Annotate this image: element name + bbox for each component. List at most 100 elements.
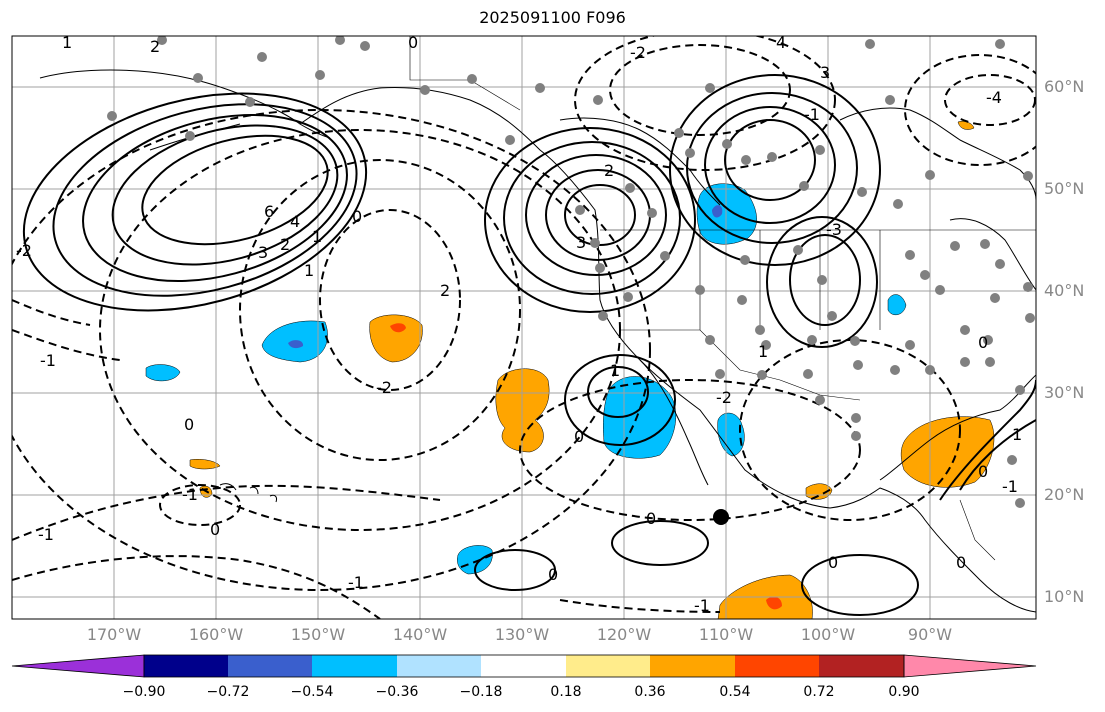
station-dot — [1007, 455, 1017, 465]
lon-label: 100°W — [800, 625, 856, 644]
contours-solid — [22, 74, 1036, 616]
lat-label: 60°N — [1044, 77, 1085, 96]
station-dot — [761, 340, 771, 350]
station-dot — [107, 111, 117, 121]
contours-dashed — [12, 36, 1036, 619]
contour-label: 1 — [610, 361, 620, 380]
contour-label: 1 — [1012, 425, 1022, 444]
station-dot — [793, 245, 803, 255]
positive-anomaly-blob — [369, 314, 423, 363]
station-dot — [925, 365, 935, 375]
lon-label: 130°W — [494, 625, 550, 644]
contour-label: -1 — [694, 596, 710, 615]
anomaly-shading — [145, 121, 995, 619]
station-dot — [598, 311, 608, 321]
colorbar-segment — [735, 655, 819, 677]
station-dot — [885, 95, 895, 105]
contour-label: -2 — [716, 388, 732, 407]
station-dot — [625, 183, 635, 193]
colorbar-tick-label: −0.36 — [375, 684, 419, 700]
station-dot — [920, 270, 930, 280]
contour-label: 3 — [820, 63, 830, 82]
station-markers — [107, 36, 1035, 508]
colorbar-segment — [312, 655, 397, 677]
station-dot — [335, 36, 345, 45]
negative-anomaly-blob — [457, 545, 493, 575]
colorbar-segment — [228, 655, 312, 677]
contour-label: 1 — [62, 33, 72, 52]
station-dot — [737, 295, 747, 305]
contour-label: 4 — [290, 212, 300, 231]
station-dot — [905, 250, 915, 260]
station-dot — [575, 205, 585, 215]
contour-label: -1 — [40, 351, 56, 370]
station-dot — [865, 39, 875, 49]
colorbar-segment — [566, 655, 650, 677]
station-dot — [647, 208, 657, 218]
contour-label: 6 — [264, 202, 274, 221]
colorbar — [11, 654, 1037, 678]
lon-label: 160°W — [188, 625, 244, 644]
station-dot — [815, 395, 825, 405]
colorbar-tick-label: 0.18 — [550, 684, 582, 700]
contour-label: 0 — [210, 520, 220, 539]
contour-label: 0 — [548, 565, 558, 584]
station-dot — [257, 52, 267, 62]
colorbar-tick-label: 0.72 — [803, 684, 835, 700]
lon-label: 110°W — [698, 625, 754, 644]
station-dot — [715, 369, 725, 379]
station-dot — [960, 325, 970, 335]
contour-label: -1 — [38, 525, 54, 544]
contour-label: -2 — [630, 43, 646, 62]
contour-label: 0 — [978, 333, 988, 352]
station-dot — [623, 292, 633, 302]
positive-anomaly-blob — [900, 416, 995, 488]
negative-anomaly-blob — [603, 376, 676, 459]
negative-anomaly-blob — [696, 183, 757, 245]
contour-label: 2 — [440, 281, 450, 300]
station-dot — [767, 152, 777, 162]
station-dot — [983, 335, 993, 345]
contour-label: 4 — [776, 33, 786, 52]
station-dot — [315, 70, 325, 80]
contour-label: 2 — [604, 161, 614, 180]
contour-label: 3 — [258, 243, 268, 262]
negative-anomaly-blob — [717, 412, 745, 457]
station-dot — [245, 97, 255, 107]
contour-label: -1 — [348, 573, 364, 592]
lat-label: 20°N — [1044, 485, 1085, 504]
station-dot — [660, 251, 670, 261]
contour-label: -1 — [1002, 477, 1018, 496]
station-dot — [695, 285, 705, 295]
station-dot — [817, 275, 827, 285]
lon-label: 120°W — [596, 625, 652, 644]
station-dot — [995, 39, 1005, 49]
station-dot — [995, 259, 1005, 269]
station-dot — [685, 148, 695, 158]
station-dot — [935, 285, 945, 295]
contour-label: 0 — [828, 553, 838, 572]
station-dot — [722, 139, 732, 149]
station-dot — [851, 431, 861, 441]
positive-anomaly-core — [766, 596, 782, 610]
station-dot — [1023, 282, 1033, 292]
lat-label: 10°N — [1044, 587, 1085, 606]
station-dot — [705, 83, 715, 93]
station-dot — [467, 74, 477, 84]
lat-label: 30°N — [1044, 383, 1085, 402]
station-dot — [1023, 171, 1033, 181]
contour-label: 1 — [758, 342, 768, 361]
colorbar-segment — [819, 655, 904, 677]
contour-label: 0 — [646, 509, 656, 528]
lon-label: 90°W — [907, 625, 953, 644]
station-dot — [980, 239, 990, 249]
station-dot — [950, 241, 960, 251]
lat-label: 50°N — [1044, 179, 1085, 198]
map-frame — [11, 35, 1037, 620]
station-dot — [850, 336, 860, 346]
station-dot — [740, 255, 750, 265]
station-dot — [193, 73, 203, 83]
colorbar-extend-max — [903, 654, 1037, 678]
contour-label: -1 — [804, 105, 820, 124]
lon-label: 170°W — [86, 625, 142, 644]
